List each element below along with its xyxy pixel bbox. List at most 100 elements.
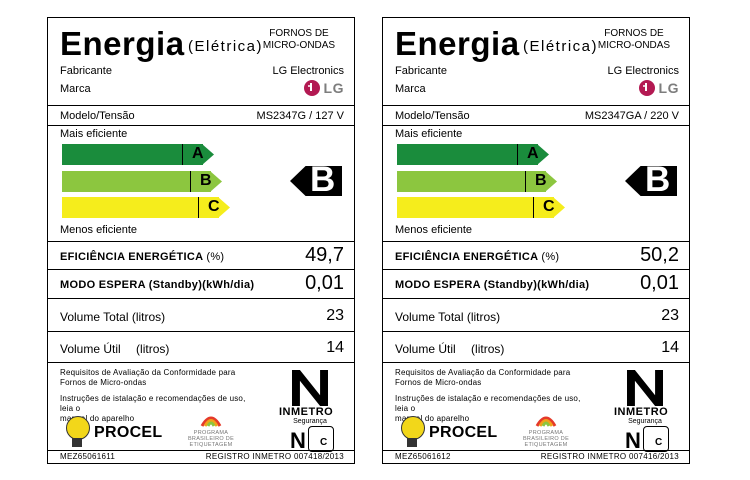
req-line1: Requisitos de Avaliação da Conformidade … xyxy=(395,368,571,377)
ncert-n-letter: N xyxy=(290,428,306,453)
instructions-text: Instruções de istalação e recomendações … xyxy=(60,394,260,424)
efficiency-unit: (%) xyxy=(206,251,225,263)
more-efficient-text: Mais eficiente xyxy=(395,128,463,140)
brand-label: Marca xyxy=(60,83,91,95)
more-efficient-text: Mais eficiente xyxy=(60,128,128,140)
instr-line2: manual do aparelho xyxy=(60,414,135,423)
procel-bulb-icon xyxy=(401,416,425,440)
product-type-line1: FORNOS DE xyxy=(269,28,329,39)
divider xyxy=(383,241,689,242)
rating-indicator: B xyxy=(290,166,342,196)
volume-util-unit: (litros) xyxy=(471,342,505,356)
manufacturer-value: LG Electronics xyxy=(607,65,679,77)
divider xyxy=(383,362,689,363)
seguranca-text: Segurança xyxy=(628,418,662,425)
product-type-line2: MICRO-ONDAS xyxy=(597,40,671,51)
divider xyxy=(48,269,354,270)
cert-c-icon: C xyxy=(643,426,669,452)
programa-text: PROGRAMA BRASILEIRO DE ETIQUETAGEM xyxy=(186,430,236,448)
programa-icon xyxy=(535,416,557,427)
divider xyxy=(48,105,354,106)
ncert-n-letter: N xyxy=(625,428,641,453)
standby-label: MODO ESPERA (Standby)(kWh/dia) xyxy=(60,279,255,291)
requirements-text: Requisitos de Avaliação da Conformidade … xyxy=(395,368,570,388)
manufacturer-value: LG Electronics xyxy=(272,65,344,77)
class-a-letter: A xyxy=(527,145,539,162)
class-a-letter: A xyxy=(192,145,204,162)
req-line1: Requisitos de Avaliação da Conformidade … xyxy=(60,368,236,377)
divider xyxy=(48,362,354,363)
divider xyxy=(383,298,689,299)
model-label: Modelo/Tensão xyxy=(395,110,470,122)
model-label: Modelo/Tensão xyxy=(60,110,135,122)
registro-inmetro: REGISTRO INMETRO 007418/2013 xyxy=(205,452,344,461)
inmetro-text: INMETRO xyxy=(614,406,669,418)
product-type-line2: MICRO-ONDAS xyxy=(262,40,336,51)
instr-line1: Instruções de istalação e recomendações … xyxy=(60,394,246,413)
programa-line1: PROGRAMA xyxy=(528,430,564,436)
volume-total-label: Volume Total (litros) xyxy=(395,310,501,324)
manufacturer-label: Fabricante xyxy=(395,65,447,77)
standby-value: 0,01 xyxy=(640,272,679,294)
model-code: MEZ65061612 xyxy=(395,452,451,461)
rating-indicator: B xyxy=(625,166,677,196)
volume-util-row: Volume Útil (litros) xyxy=(60,342,169,356)
less-efficient-text: Menos eficiente xyxy=(395,224,473,236)
standby-value: 0,01 xyxy=(305,272,344,294)
efficiency-row: EFICIÊNCIA ENERGÉTICA (%) xyxy=(60,251,224,263)
divider xyxy=(383,331,689,332)
volume-util-value: 14 xyxy=(326,339,344,356)
product-type: FORNOS DE MICRO-ONDAS xyxy=(254,28,344,52)
procel-bulb-base-icon xyxy=(72,438,82,447)
inmetro-n-icon xyxy=(292,370,328,406)
brand-label: Marca xyxy=(395,83,426,95)
class-c-letter: C xyxy=(543,198,555,215)
programa-line2: BRASILEIRO DE xyxy=(522,436,570,442)
requirements-text: Requisitos de Avaliação da Conformidade … xyxy=(60,368,235,388)
divider xyxy=(48,298,354,299)
programa-icon xyxy=(200,416,222,427)
less-efficient-text: Menos eficiente xyxy=(60,224,138,236)
divider xyxy=(48,331,354,332)
label-title: Energia xyxy=(60,25,185,62)
class-b-letter: B xyxy=(200,172,212,189)
volume-util-label: Volume Útil xyxy=(395,342,456,356)
programa-text: PROGRAMA BRASILEIRO DE ETIQUETAGEM xyxy=(521,430,571,448)
efficiency-row: EFICIÊNCIA ENERGÉTICA (%) xyxy=(395,251,559,263)
efficiency-unit: (%) xyxy=(541,251,560,263)
ncert-c-letter: C xyxy=(655,437,663,448)
volume-util-row: Volume Útil (litros) xyxy=(395,342,504,356)
inmetro-text: INMETRO xyxy=(279,406,334,418)
divider xyxy=(383,269,689,270)
seguranca-text: Segurança xyxy=(293,418,327,425)
procel-text: PROCEL xyxy=(94,424,163,441)
model-code: MEZ65061611 xyxy=(60,452,116,461)
divider xyxy=(48,241,354,242)
lg-logo-icon xyxy=(638,80,655,96)
model-value: MS2347G / 127 V xyxy=(256,110,344,122)
procel-text: PROCEL xyxy=(429,424,498,441)
divider xyxy=(383,125,689,126)
programa-line3: ETIQUETAGEM xyxy=(524,442,568,448)
energy-label-2: Energia (Elétrica) FORNOS DE MICRO-ONDAS… xyxy=(382,17,690,464)
registro-inmetro: REGISTRO INMETRO 007416/2013 xyxy=(540,452,679,461)
procel-bulb-base-icon xyxy=(407,438,417,447)
rating-letter: B xyxy=(310,160,336,199)
instr-line2: manual do aparelho xyxy=(395,414,470,423)
label-subtitle: (Elétrica) xyxy=(523,38,599,55)
inmetro-n-icon xyxy=(627,370,663,406)
instr-line1: Instruções de istalação e recomendações … xyxy=(395,394,581,413)
programa-line3: ETIQUETAGEM xyxy=(189,442,233,448)
efficiency-value: 50,2 xyxy=(640,244,679,266)
req-line2: Fornos de Micro-ondas xyxy=(395,378,482,387)
procel-bulb-icon xyxy=(66,416,90,440)
brand-value: LG xyxy=(323,80,344,96)
divider xyxy=(383,450,689,451)
divider xyxy=(383,105,689,106)
volume-total-label: Volume Total (litros) xyxy=(60,310,166,324)
rating-letter: B xyxy=(645,160,671,199)
energy-label-1: Energia (Elétrica) FORNOS DE MICRO-ONDAS… xyxy=(47,17,355,464)
label-title: Energia xyxy=(395,25,520,62)
brand-logo: LG xyxy=(303,80,344,96)
efficiency-label: EFICIÊNCIA ENERGÉTICA xyxy=(60,251,203,263)
